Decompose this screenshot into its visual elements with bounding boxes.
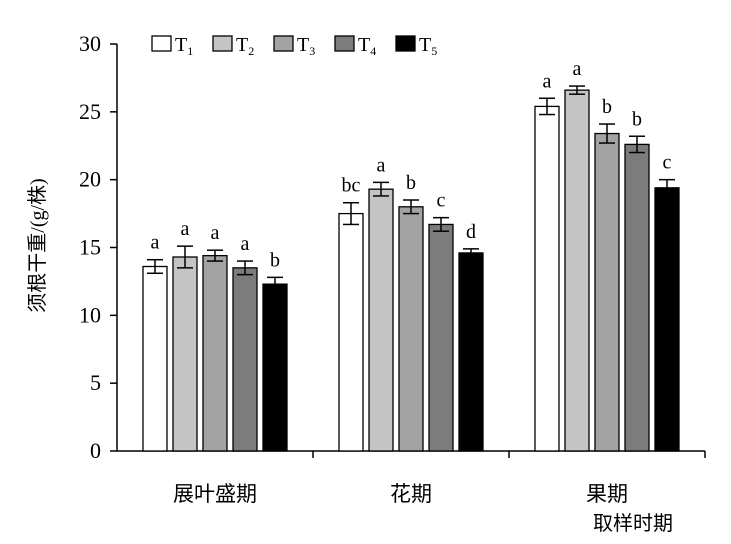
y-tick-label: 30	[79, 31, 101, 56]
significance-letter: b	[602, 96, 612, 118]
y-tick-label: 5	[90, 370, 101, 395]
bar	[654, 187, 680, 452]
bar	[594, 132, 620, 452]
y-tick-label: 15	[79, 235, 101, 260]
bar	[142, 265, 168, 452]
significance-letter: a	[377, 154, 386, 176]
legend: T1 T2 T3 T4 T5	[151, 34, 437, 58]
legend-label: T5	[419, 34, 437, 58]
significance-letter: b	[270, 249, 280, 271]
bar	[172, 256, 198, 452]
y-tick-label: 0	[90, 438, 101, 463]
legend-swatch	[151, 35, 172, 52]
x-axis-title: 取样时期	[593, 512, 673, 535]
legend-swatch	[395, 35, 416, 52]
y-tick-label: 10	[79, 302, 101, 327]
legend-swatch	[212, 35, 233, 52]
x-tick-label: 展叶盛期	[173, 482, 257, 506]
significance-letter: a	[543, 70, 552, 92]
significance-letter: a	[181, 218, 190, 240]
legend-label: T4	[358, 34, 376, 58]
bar	[262, 283, 288, 452]
legend-label: T3	[297, 34, 315, 58]
legend-swatch	[273, 35, 294, 52]
bar	[398, 206, 424, 452]
significance-letter: bc	[342, 175, 361, 197]
bar	[232, 267, 258, 452]
significance-letter: c	[437, 190, 446, 212]
x-axis-ticks: 展叶盛期 花期 果期	[173, 451, 706, 506]
legend-label: T1	[175, 34, 193, 58]
bar	[458, 252, 484, 452]
bar	[338, 212, 364, 452]
significance-letter: a	[211, 222, 220, 244]
bar	[428, 223, 454, 452]
bar	[202, 254, 228, 452]
bar	[368, 188, 394, 452]
significance-letter: a	[151, 232, 160, 254]
significance-letter: d	[466, 221, 476, 243]
y-axis-title: 须根干重/(g/株)	[26, 178, 49, 312]
significance-letter: c	[663, 152, 672, 174]
y-tick-label: 20	[79, 167, 101, 192]
bar	[564, 89, 590, 452]
significance-letter: b	[406, 172, 416, 194]
legend-label: T2	[236, 34, 254, 58]
x-tick-label: 果期	[586, 482, 628, 506]
significance-letter: b	[632, 108, 642, 130]
y-tick-label: 25	[79, 99, 101, 124]
significance-letter: a	[241, 233, 250, 255]
legend-swatch	[334, 35, 355, 52]
bar	[624, 143, 650, 452]
axes: 0 5 10 15 20 25 30 展叶盛期 花期 果期	[79, 31, 706, 506]
significance-letter: a	[573, 58, 582, 80]
bar	[534, 105, 560, 452]
x-tick-label: 花期	[390, 482, 432, 506]
y-axis-ticks: 0 5 10 15 20 25 30	[79, 31, 117, 463]
